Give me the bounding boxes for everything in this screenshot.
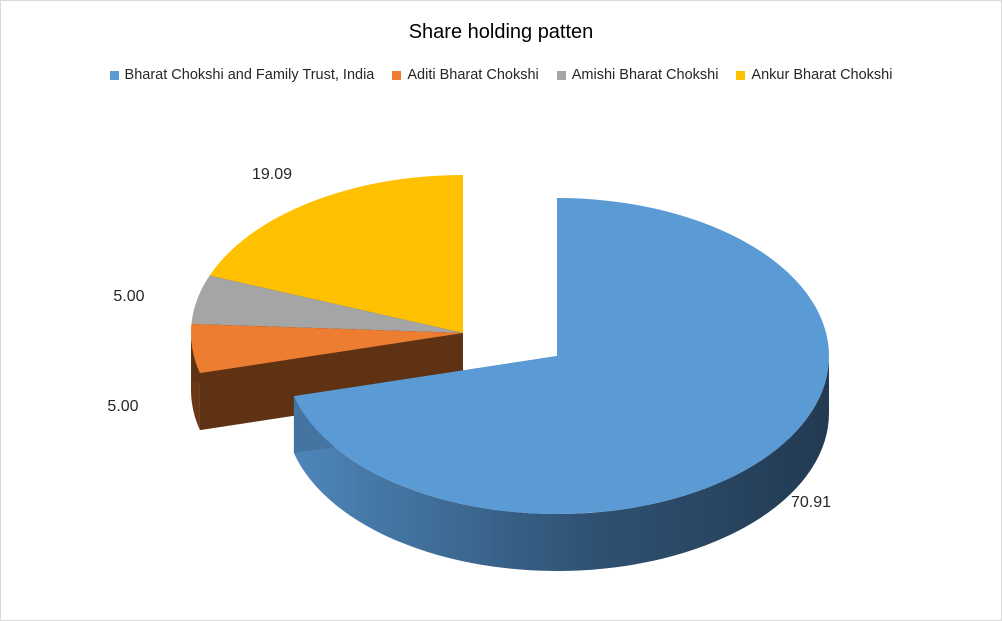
pie-slice [191,323,463,431]
legend-item-amishi: Amishi Bharat Chokshi [556,67,719,83]
pie-slice-wall [293,356,830,572]
pie-slice-top [191,275,463,333]
chart-legend: Bharat Chokshi and Family Trust, India A… [1,67,1001,83]
data-label: 19.09 [252,166,292,183]
legend-item-aditi: Aditi Bharat Chokshi [392,67,539,83]
legend-swatch [556,70,566,80]
legend-item-ankur: Ankur Bharat Chokshi [736,67,892,83]
legend-label: Amishi Bharat Chokshi [571,67,719,83]
pie-slice-top [293,198,830,514]
pie-data-labels: 70.91 5.00 5.00 19.09 [107,166,831,511]
pie-slice-top [191,323,463,374]
chart-title: Share holding patten [408,21,594,43]
legend-item-bharat: Bharat Chokshi and Family Trust, India [109,67,375,83]
legend-swatch [392,70,402,80]
data-label: 5.00 [107,398,138,415]
data-label: 70.91 [791,494,831,511]
pie-slice-top [209,175,463,333]
legend-label: Ankur Bharat Chokshi [751,67,893,83]
data-label: 5.00 [113,288,144,305]
legend-swatch [736,70,746,80]
pie-slice [293,198,830,572]
legend-label: Bharat Chokshi and Family Trust, India [124,67,375,83]
legend-label: Aditi Bharat Chokshi [407,67,539,83]
pie-slices [191,175,830,572]
legend-swatch [109,70,119,80]
